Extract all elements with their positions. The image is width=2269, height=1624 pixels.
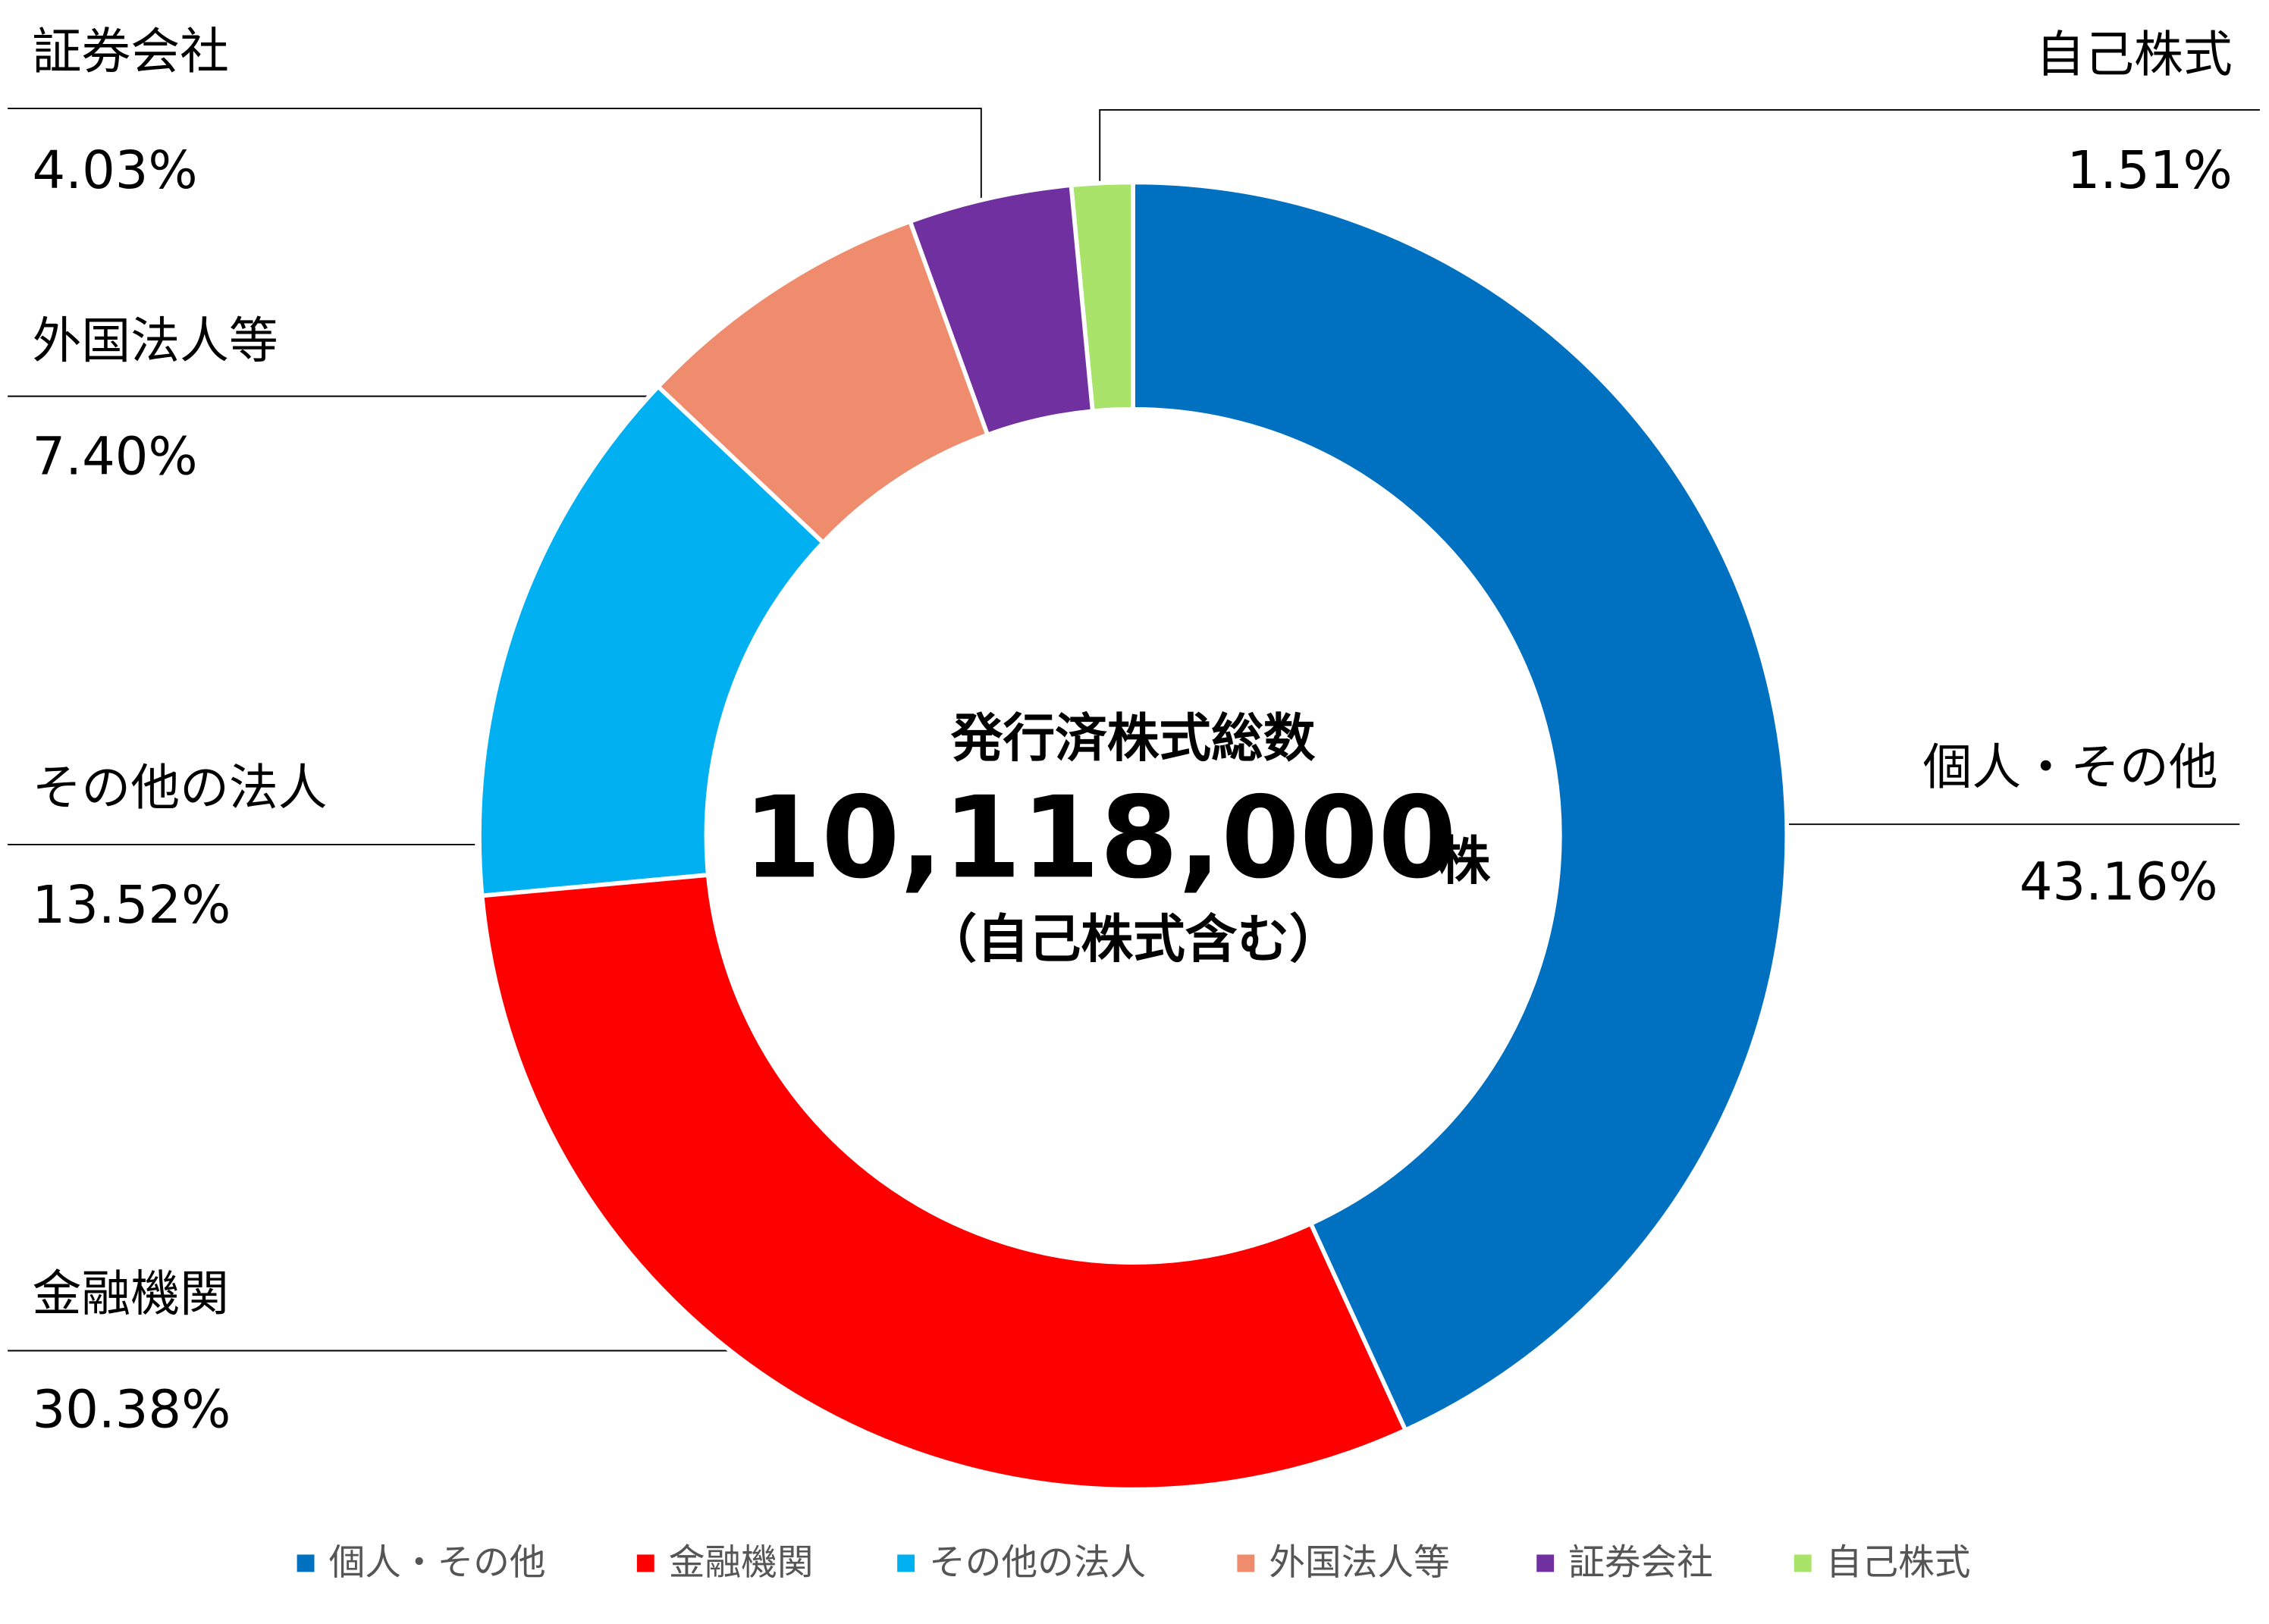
donut-segment — [907, 183, 1095, 438]
legend-swatch — [1794, 1554, 1812, 1572]
callout-label: 自己株式 — [2035, 27, 2232, 83]
callout-label: 外国法人等 — [33, 313, 278, 370]
legend-label: 金融機関 — [669, 1542, 814, 1584]
callout-value: 7.40% — [33, 427, 198, 488]
callout-value: 30.38% — [33, 1380, 231, 1441]
callout-value: 43.16% — [2020, 851, 2218, 912]
leader-line — [8, 108, 982, 215]
legend-label: 証券会社 — [1568, 1542, 1713, 1584]
callout-label: 証券会社 — [33, 24, 229, 80]
legend-label: その他の法人 — [929, 1542, 1146, 1584]
legend-swatch — [1237, 1554, 1255, 1572]
legend-label: 自己株式 — [1826, 1542, 1971, 1584]
donut-segment — [479, 872, 1409, 1492]
legend-swatch — [297, 1554, 315, 1572]
center-note: （自己株式含む） — [924, 910, 1341, 970]
legend-swatch — [636, 1554, 654, 1572]
leader-line — [1099, 109, 2260, 186]
legend-label: 外国法人等 — [1269, 1542, 1449, 1584]
center-total: 10,118,000 — [743, 773, 1457, 904]
legend-swatch — [1536, 1554, 1555, 1572]
callout-label: その他の法人 — [33, 760, 328, 817]
donut-segment — [477, 383, 827, 898]
donut-segment — [1131, 180, 1790, 1434]
callout-value: 4.03% — [33, 140, 198, 201]
center-title: 発行済株式総数 — [951, 709, 1316, 770]
center-unit: 株 — [1439, 832, 1491, 892]
callout-value: 13.52% — [33, 875, 231, 936]
callout-label: 個人・その他 — [1923, 739, 2218, 796]
callout-label: 金融機関 — [33, 1266, 229, 1323]
callout-value: 1.51% — [2067, 140, 2233, 201]
legend-label: 個人・その他 — [329, 1542, 546, 1584]
legend-swatch — [897, 1554, 915, 1572]
